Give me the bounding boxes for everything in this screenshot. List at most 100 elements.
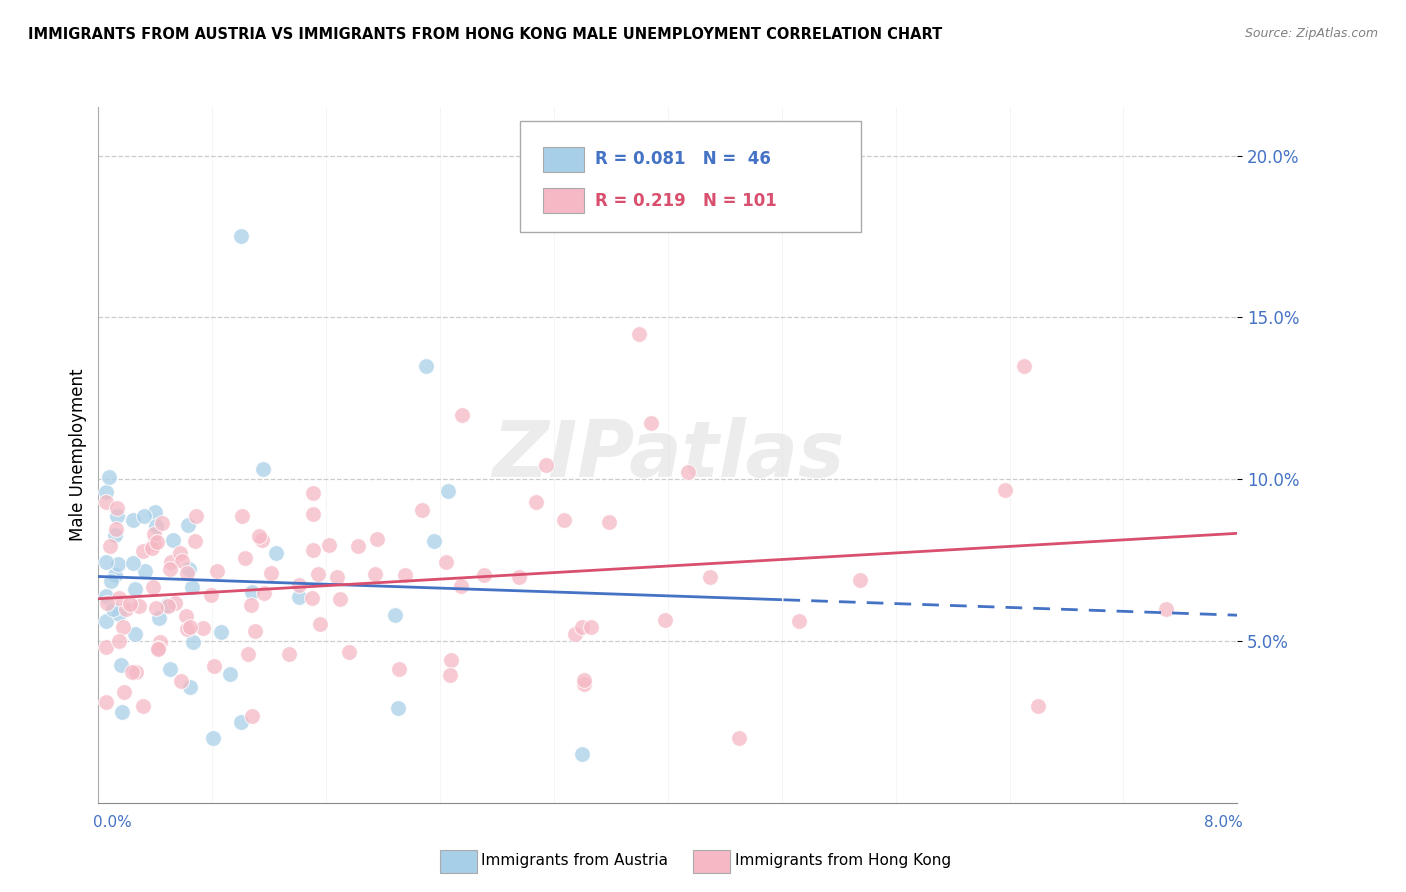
Point: [105, 508, 128, 523]
Point: [240, 598, 263, 612]
Point: [472, 567, 495, 582]
Point: [728, 731, 751, 745]
Point: [112, 620, 135, 634]
Point: [131, 698, 153, 713]
Point: [202, 659, 225, 673]
Point: [134, 564, 156, 578]
Point: [1012, 359, 1035, 373]
Point: [170, 554, 193, 568]
Point: [157, 599, 180, 613]
Point: [155, 598, 177, 612]
Point: [146, 642, 169, 657]
Point: [94, 484, 117, 499]
Point: [179, 620, 201, 634]
Point: [411, 503, 433, 517]
Point: [249, 529, 271, 543]
Point: [114, 602, 136, 616]
Point: [288, 590, 311, 604]
Point: [150, 516, 173, 531]
Point: [388, 662, 411, 676]
Point: [387, 701, 409, 715]
Point: [640, 416, 662, 430]
Point: [301, 486, 323, 500]
Point: [94, 589, 117, 603]
Text: Immigrants from Hong Kong: Immigrants from Hong Kong: [735, 854, 952, 868]
Point: [112, 685, 135, 699]
Point: [111, 705, 134, 719]
Point: [107, 607, 129, 622]
Y-axis label: Male Unemployment: Male Unemployment: [69, 368, 87, 541]
Point: [125, 665, 148, 679]
Point: [180, 581, 202, 595]
Point: [252, 461, 274, 475]
FancyBboxPatch shape: [543, 146, 583, 172]
Point: [121, 556, 143, 570]
Point: [260, 566, 283, 581]
Point: [176, 566, 198, 580]
Point: [169, 545, 191, 559]
Point: [104, 522, 127, 536]
Point: [253, 585, 276, 599]
Point: [124, 627, 146, 641]
Point: [318, 538, 340, 552]
Point: [288, 578, 311, 592]
Point: [96, 596, 118, 610]
Point: [308, 617, 330, 632]
Point: [143, 504, 166, 518]
Point: [676, 465, 699, 479]
Point: [159, 662, 181, 676]
Point: [128, 599, 150, 613]
Point: [598, 515, 620, 529]
Point: [162, 533, 184, 548]
Point: [176, 609, 198, 624]
Point: [108, 633, 131, 648]
Point: [536, 458, 558, 472]
Text: IMMIGRANTS FROM AUSTRIA VS IMMIGRANTS FROM HONG KONG MALE UNEMPLOYMENT CORRELATI: IMMIGRANTS FROM AUSTRIA VS IMMIGRANTS FR…: [28, 27, 942, 42]
Point: [301, 591, 323, 605]
Point: [105, 501, 128, 516]
Point: [110, 658, 132, 673]
Point: [163, 596, 186, 610]
Point: [104, 528, 127, 542]
Point: [440, 652, 463, 666]
Point: [104, 568, 127, 582]
Point: [142, 537, 165, 551]
Point: [849, 573, 872, 587]
Point: [97, 469, 120, 483]
Point: [994, 483, 1017, 498]
Text: 0.0%: 0.0%: [93, 815, 132, 830]
Text: R = 0.219   N = 101: R = 0.219 N = 101: [595, 192, 776, 210]
Point: [107, 591, 129, 605]
Point: [628, 326, 651, 341]
Point: [252, 533, 274, 547]
Text: Source: ZipAtlas.com: Source: ZipAtlas.com: [1244, 27, 1378, 40]
Point: [94, 695, 117, 709]
Point: [364, 566, 387, 581]
Point: [526, 495, 548, 509]
Point: [177, 518, 200, 533]
Point: [207, 565, 229, 579]
Point: [571, 747, 593, 762]
Point: [553, 513, 575, 527]
Point: [450, 579, 472, 593]
Point: [231, 509, 253, 524]
Point: [184, 533, 207, 548]
Point: [301, 508, 323, 522]
Point: [329, 591, 352, 606]
Point: [451, 408, 474, 422]
Point: [103, 602, 125, 616]
Point: [508, 570, 530, 584]
Point: [132, 509, 155, 524]
Point: [141, 541, 163, 556]
FancyBboxPatch shape: [543, 188, 583, 213]
Point: [121, 513, 143, 527]
Point: [301, 542, 323, 557]
Point: [366, 532, 388, 546]
Point: [699, 570, 721, 584]
Point: [179, 681, 201, 695]
Point: [236, 647, 259, 661]
Point: [218, 667, 240, 681]
Point: [278, 647, 301, 661]
Point: [98, 540, 121, 554]
Point: [94, 640, 117, 655]
